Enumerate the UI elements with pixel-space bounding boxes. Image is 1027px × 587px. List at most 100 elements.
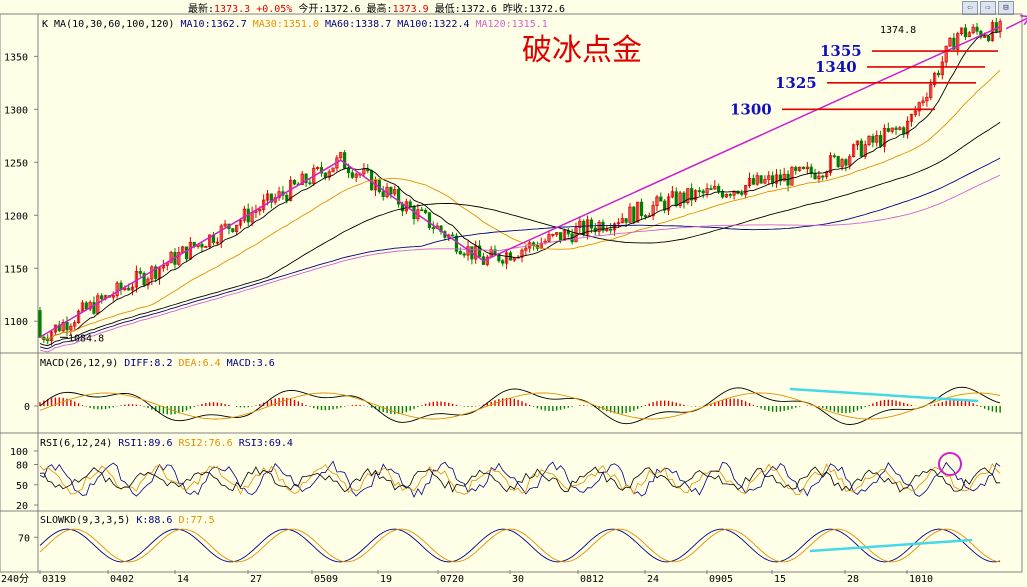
candle-body (643, 215, 647, 218)
candle-body (782, 173, 786, 182)
candle-body (582, 220, 586, 235)
candle-body (751, 178, 755, 185)
y-tick-label: 1300 (4, 105, 28, 116)
ma-line-10 (39, 31, 1001, 340)
candle-body (88, 302, 92, 310)
candle-body (855, 140, 860, 146)
low-annotation: 1084.8 (68, 333, 104, 344)
candle-body (308, 182, 312, 185)
candle-body (790, 167, 794, 186)
candle-body (620, 218, 624, 224)
prev-label: 昨收: (502, 4, 529, 15)
candle-body (362, 168, 366, 175)
candle-body (277, 191, 281, 199)
candle-body (898, 127, 902, 130)
y-tick-label: 1350 (4, 52, 28, 63)
chart-title: 破冰点金 (522, 33, 642, 68)
candle-body (720, 191, 725, 198)
candle-body (450, 234, 455, 237)
candle-body (231, 228, 235, 233)
quote-header: 最新:1373.3 +0.05% 今开:1372.6 最高:1373.9 最低:… (188, 0, 565, 15)
open-label: 今开: (298, 4, 325, 15)
kd-k-line (39, 528, 1001, 563)
candle-body (73, 322, 77, 327)
candle-body (366, 168, 370, 172)
high-annotation: 1374.8 (880, 25, 916, 36)
candle-body (624, 218, 628, 223)
ma-line-60 (39, 121, 1001, 347)
candle-body (223, 223, 227, 227)
candle-body (963, 27, 968, 38)
candle-body (848, 156, 852, 166)
indicator-value: RSI1:89.6 (118, 438, 178, 449)
candle-body (130, 286, 135, 291)
next-icon[interactable]: ⇨ (980, 1, 996, 15)
candle-body (755, 175, 759, 185)
candle-body (975, 26, 979, 32)
x-tick-label: 19 (380, 574, 392, 585)
x-tick-label: 0812 (580, 574, 604, 585)
candle-body (693, 190, 698, 201)
candle-body (959, 27, 964, 35)
rsi-line-1 (39, 460, 1001, 498)
candle-body (894, 127, 898, 130)
macd-divergence-line (789, 387, 979, 403)
candle-body (805, 166, 809, 170)
x-tick-label: 0319 (42, 574, 66, 585)
candle-body (258, 209, 262, 212)
rsi-y-label: 80 (16, 461, 28, 472)
candle-body (420, 209, 424, 212)
candle-body (717, 185, 721, 193)
candle-body (728, 194, 732, 196)
candle-body (655, 196, 659, 206)
candle-body (913, 110, 917, 115)
candle-body (674, 191, 678, 206)
candle-body (605, 228, 609, 231)
candle-body (871, 135, 875, 143)
candle-body (92, 302, 96, 314)
candle-body (265, 193, 270, 201)
level-label: 1300 (730, 100, 772, 118)
candle-body (747, 178, 752, 186)
x-tick-label: 30 (512, 574, 524, 585)
candle-body (929, 84, 933, 98)
candle-body (593, 227, 597, 232)
low-price: 1372.6 (460, 4, 497, 15)
candle-body (123, 287, 127, 290)
candle-body (504, 252, 509, 264)
candle-body (636, 201, 640, 223)
candle-body (836, 156, 840, 168)
macd-dea-line (39, 392, 1001, 420)
candle-body (524, 247, 528, 251)
candle-body (882, 128, 887, 147)
candle-body (551, 233, 555, 236)
candle-body (589, 219, 594, 229)
candle-body (778, 174, 782, 182)
candle-body (651, 205, 655, 217)
candle-body (458, 250, 462, 255)
candle-body (578, 220, 582, 228)
candle-body (744, 185, 748, 195)
candle-body (146, 278, 150, 286)
candle-body (242, 208, 246, 221)
candle-body (682, 192, 686, 204)
x-tick-label: 1010 (909, 574, 933, 585)
y-tick-label: 1150 (4, 264, 28, 275)
candle-body (948, 37, 952, 47)
candle-body (454, 235, 459, 252)
candle-body (956, 33, 960, 50)
candle-body (235, 224, 239, 233)
candle-body (574, 227, 578, 243)
candle-body (639, 201, 644, 217)
candle-body (678, 192, 682, 206)
candle-body (343, 152, 347, 169)
candle-body (184, 246, 189, 260)
candle-body (759, 175, 763, 184)
rsi-highlight-circle (938, 452, 962, 476)
candle-body (154, 266, 158, 279)
kd-d-line (39, 528, 1001, 563)
trend-line (39, 26, 1001, 338)
candle-body (169, 252, 173, 264)
candle-body (354, 173, 358, 178)
candle-body (393, 189, 397, 195)
